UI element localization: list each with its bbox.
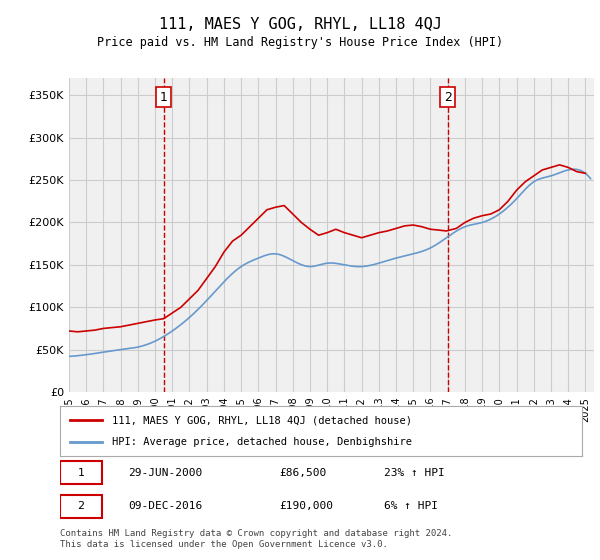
Text: 29-JUN-2000: 29-JUN-2000 [128,468,202,478]
Text: 23% ↑ HPI: 23% ↑ HPI [383,468,445,478]
Text: 1: 1 [160,91,167,104]
FancyBboxPatch shape [60,461,102,484]
Text: 6% ↑ HPI: 6% ↑ HPI [383,501,437,511]
Text: £190,000: £190,000 [279,501,333,511]
Text: Price paid vs. HM Land Registry's House Price Index (HPI): Price paid vs. HM Land Registry's House … [97,36,503,49]
Text: 111, MAES Y GOG, RHYL, LL18 4QJ: 111, MAES Y GOG, RHYL, LL18 4QJ [158,17,442,32]
FancyBboxPatch shape [60,494,102,517]
Text: 111, MAES Y GOG, RHYL, LL18 4QJ (detached house): 111, MAES Y GOG, RHYL, LL18 4QJ (detache… [112,415,412,425]
Text: 2: 2 [77,501,85,511]
Text: 2: 2 [444,91,452,104]
Text: £86,500: £86,500 [279,468,326,478]
Text: HPI: Average price, detached house, Denbighshire: HPI: Average price, detached house, Denb… [112,437,412,447]
Text: 09-DEC-2016: 09-DEC-2016 [128,501,202,511]
Text: Contains HM Land Registry data © Crown copyright and database right 2024.
This d: Contains HM Land Registry data © Crown c… [60,529,452,549]
Text: 1: 1 [77,468,85,478]
